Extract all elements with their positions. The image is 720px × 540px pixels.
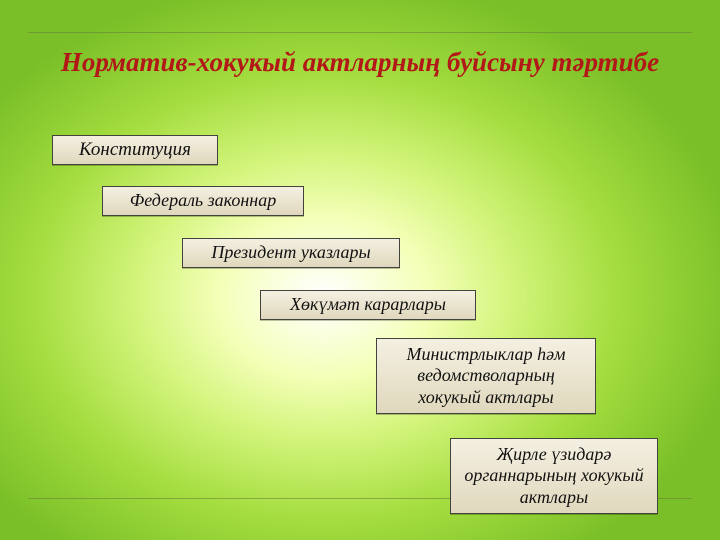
- box-government: Хөкүмәт карарлары: [260, 290, 476, 320]
- box-label: Җирле үзидарә органнарының хокукый актла…: [459, 444, 649, 509]
- box-constitution: Конституция: [52, 135, 218, 165]
- box-local: Җирле үзидарә органнарының хокукый актла…: [450, 438, 658, 514]
- divider-top: [28, 32, 692, 33]
- box-president: Президент указлары: [182, 238, 400, 268]
- slide-title: Норматив-хокукый актларның буйсыну тәрти…: [0, 46, 720, 80]
- box-ministries: Министрлыклар һәм ведомстволарның хокукы…: [376, 338, 596, 414]
- box-label: Хөкүмәт карарлары: [290, 294, 446, 316]
- box-label: Министрлыклар һәм ведомстволарның хокукы…: [385, 344, 587, 409]
- slide: Норматив-хокукый актларның буйсыну тәрти…: [0, 0, 720, 540]
- box-federal-laws: Федераль законнар: [102, 186, 304, 216]
- box-label: Федераль законнар: [130, 190, 277, 212]
- box-label: Президент указлары: [211, 242, 370, 264]
- box-label: Конституция: [79, 139, 191, 162]
